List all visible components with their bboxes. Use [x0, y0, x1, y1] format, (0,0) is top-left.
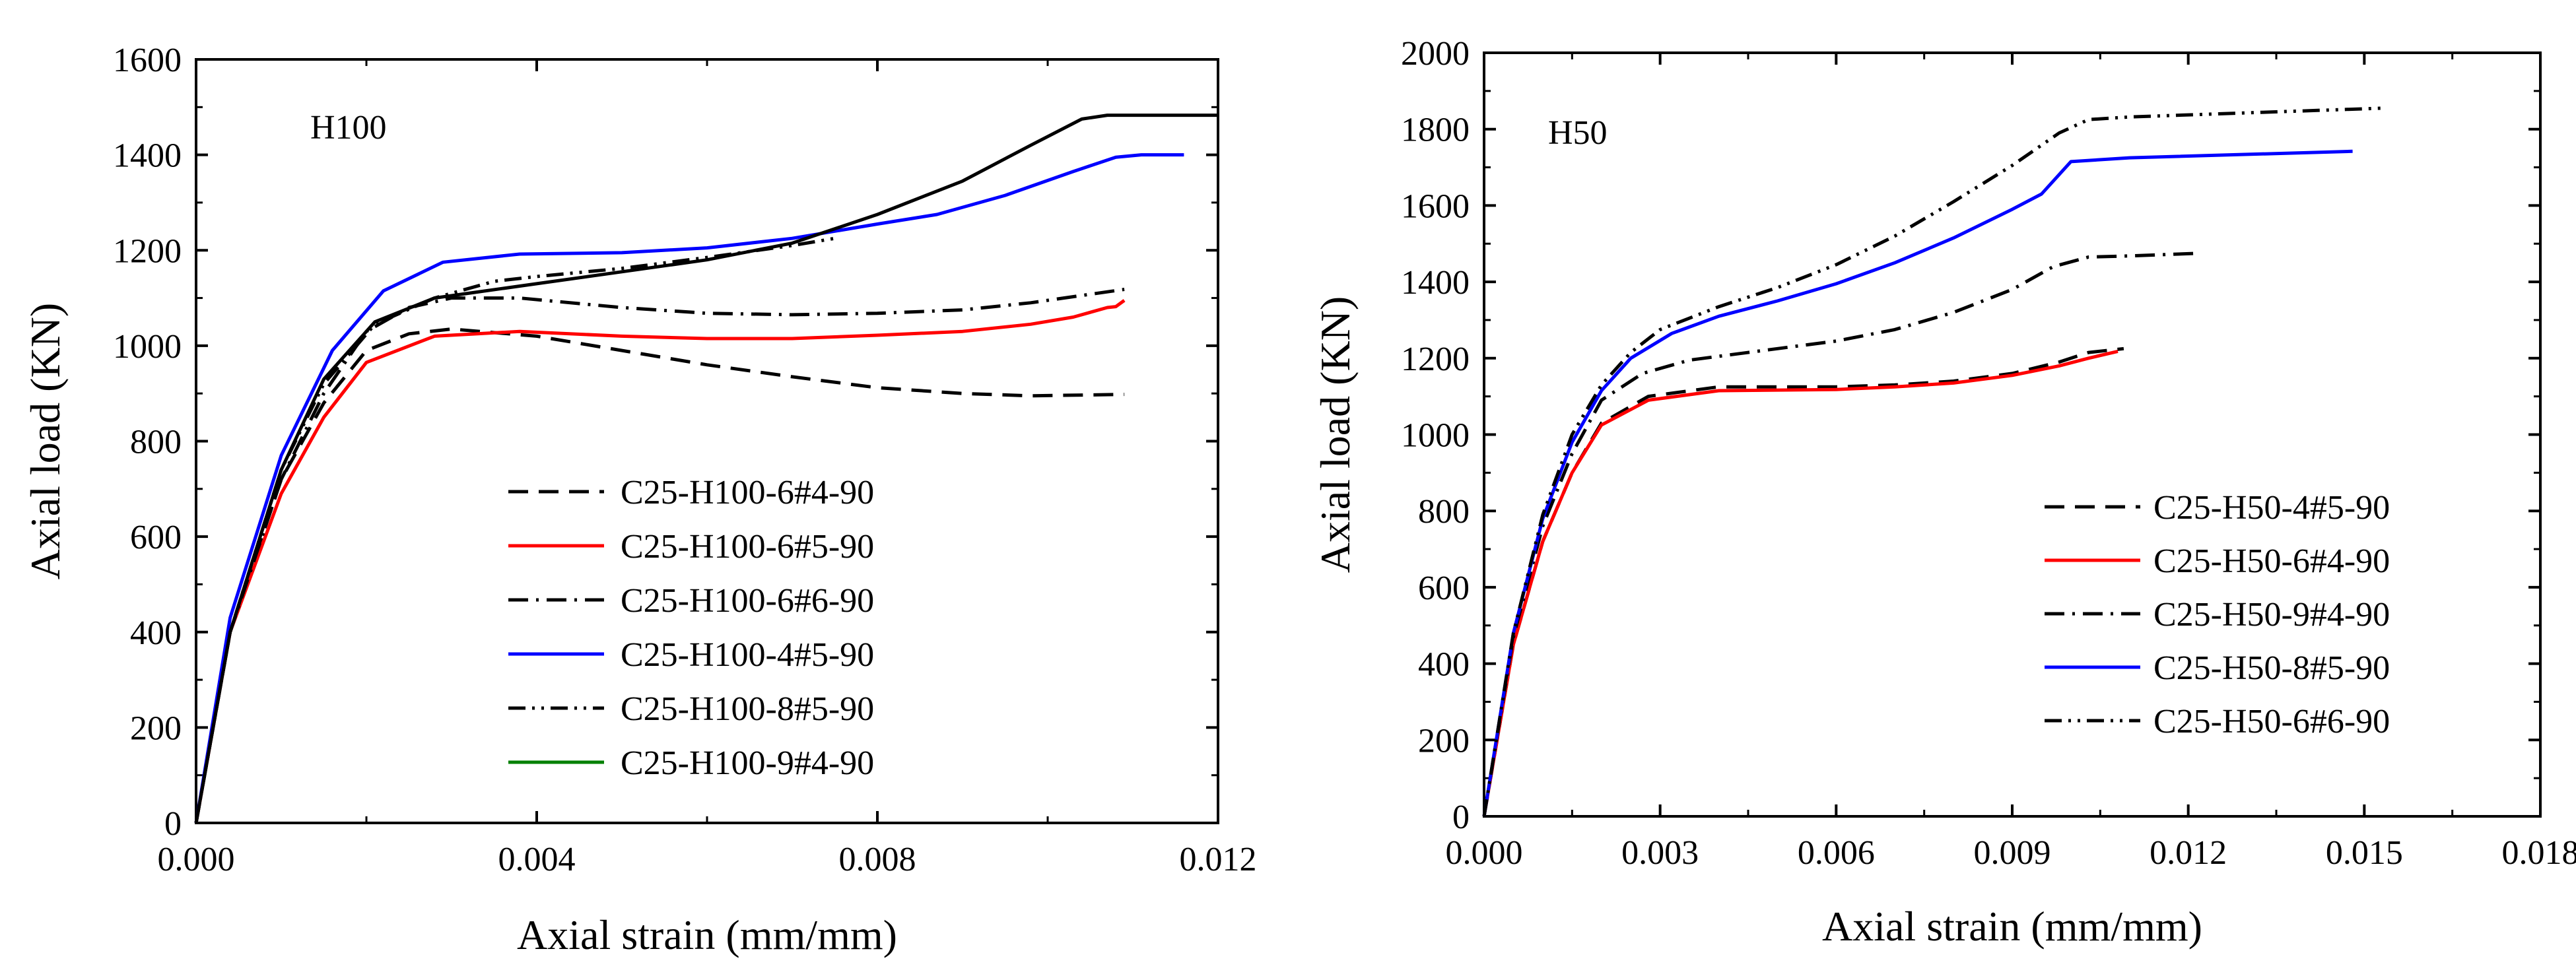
y-tick-label: 1600 — [1401, 187, 1470, 225]
x-tick-label: 0.003 — [1621, 834, 1699, 872]
y-tick-label: 0 — [164, 805, 182, 843]
x-axis-title: Axial strain (mm/mm) — [1822, 903, 2202, 950]
x-tick-label: 0.012 — [2150, 834, 2227, 872]
x-axis-title: Axial strain (mm/mm) — [517, 911, 897, 958]
y-tick-label: 400 — [1418, 646, 1470, 684]
legend-label-c25-h100-6-4-90: C25-H100-6#4-90 — [621, 474, 874, 511]
y-tick-label: 1200 — [113, 232, 182, 270]
series-line-c25-h50-4-5-90 — [1484, 348, 2124, 816]
panel-label: H50 — [1548, 114, 1608, 152]
legend: C25-H100-6#4-90 C25-H100-6#5-90 C25-H100-6… — [508, 474, 874, 782]
x-tick-label: 0.000 — [1446, 834, 1523, 872]
y-tick-label: 1600 — [113, 42, 182, 79]
legend-label-c25-h50-6-6-90: C25-H50-6#6-90 — [2153, 703, 2390, 740]
x-tick-label: 0.004 — [498, 841, 576, 878]
y-tick-label: 800 — [1418, 493, 1470, 531]
x-tick-label: 0.018 — [2502, 834, 2576, 872]
y-tick-label: 0 — [1452, 799, 1470, 836]
y-tick-label: 1400 — [113, 137, 182, 175]
chart-panel-h100: 0.000 0.004 0.008 0.012 0 200 400 600 800 1000 120… — [22, 42, 1257, 958]
legend-label-c25-h100-8-5-90: C25-H100-8#5-90 — [621, 690, 874, 728]
legend-label-c25-h50-4-5-90: C25-H50-4#5-90 — [2153, 489, 2390, 527]
x-tick-label: 0.015 — [2326, 834, 2403, 872]
legend-label-c25-h50-9-4-90: C25-H50-9#4-90 — [2153, 596, 2390, 634]
y-tick-label: 200 — [1418, 722, 1470, 760]
x-tick-label: 0.000 — [158, 841, 235, 878]
series-line-c25-h50-6-4-90 — [1484, 351, 2118, 816]
x-tick-label: 0.012 — [1180, 841, 1257, 878]
legend-label-c25-h100-6-6-90: C25-H100-6#6-90 — [621, 582, 874, 620]
y-tick-label: 1400 — [1401, 264, 1470, 302]
y-axis-title: Axial load (KN) — [22, 303, 69, 579]
y-tick-label: 400 — [130, 614, 182, 652]
y-tick-label: 600 — [1418, 570, 1470, 607]
legend-label-c25-h100-9-4-90: C25-H100-9#4-90 — [621, 744, 874, 782]
legend-label-c25-h50-8-5-90: C25-H50-8#5-90 — [2153, 649, 2390, 687]
y-tick-label: 600 — [130, 519, 182, 556]
chart-panel-h50: 0.000 0.003 0.006 0.009 0.012 0.015 0.018 0 200 4… — [1312, 35, 2576, 950]
y-tick-label: 1000 — [1401, 417, 1470, 455]
panel-label: H100 — [310, 109, 387, 147]
x-tick-label: 0.006 — [1798, 834, 1875, 872]
x-tick-label: 0.009 — [1974, 834, 2051, 872]
y-tick-label: 2000 — [1401, 35, 1470, 73]
legend-label-c25-h100-4-5-90: C25-H100-4#5-90 — [621, 636, 874, 674]
y-tick-label: 1200 — [1401, 341, 1470, 378]
legend: C25-H50-4#5-90 C25-H50-6#4-90 C25-H50-9#4-… — [2045, 489, 2390, 740]
x-axis: 0.000 0.003 0.006 0.009 0.012 0.015 0.018 — [1446, 53, 2576, 872]
legend-label-c25-h100-6-5-90: C25-H100-6#5-90 — [621, 528, 874, 566]
y-tick-label: 1000 — [113, 328, 182, 366]
x-tick-label: 0.008 — [839, 841, 916, 878]
y-tick-label: 200 — [130, 709, 182, 747]
y-tick-label: 800 — [130, 424, 182, 461]
legend-label-c25-h50-6-4-90: C25-H50-6#4-90 — [2153, 542, 2390, 580]
series-line-c25-h50-9-4-90 — [1484, 253, 2200, 816]
y-tick-label: 1800 — [1401, 112, 1470, 149]
y-axis-title: Axial load (KN) — [1312, 296, 1359, 573]
